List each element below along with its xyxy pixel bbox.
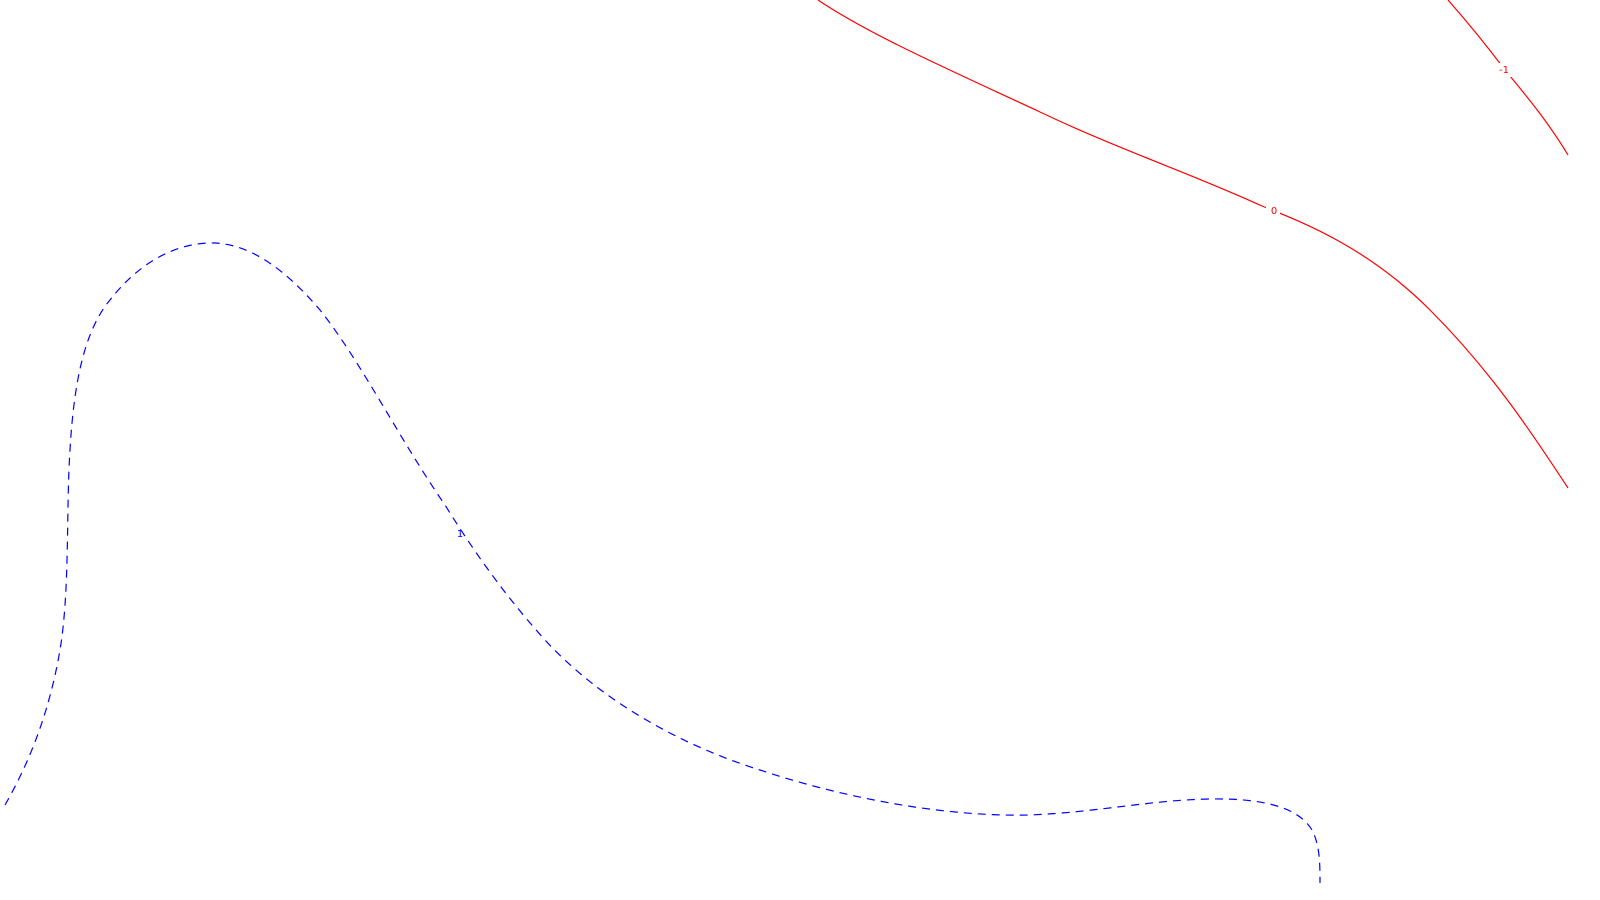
contour-label-bg-neg1 xyxy=(1494,63,1516,77)
contour-label-bg-0 xyxy=(1266,204,1280,218)
contour-path-neg1 xyxy=(1447,0,1569,156)
contour-label-0: 0 xyxy=(1271,206,1277,217)
contour-line-neg1: -1 xyxy=(1447,0,1569,156)
contour-line-1: 1 xyxy=(4,242,1321,884)
contour-path-1 xyxy=(4,242,1321,884)
contour-label-neg1: -1 xyxy=(1499,65,1509,76)
contour-line-0: 0 xyxy=(817,0,1569,489)
contour-label-1: 1 xyxy=(457,529,463,540)
contour-path-0 xyxy=(817,0,1569,489)
